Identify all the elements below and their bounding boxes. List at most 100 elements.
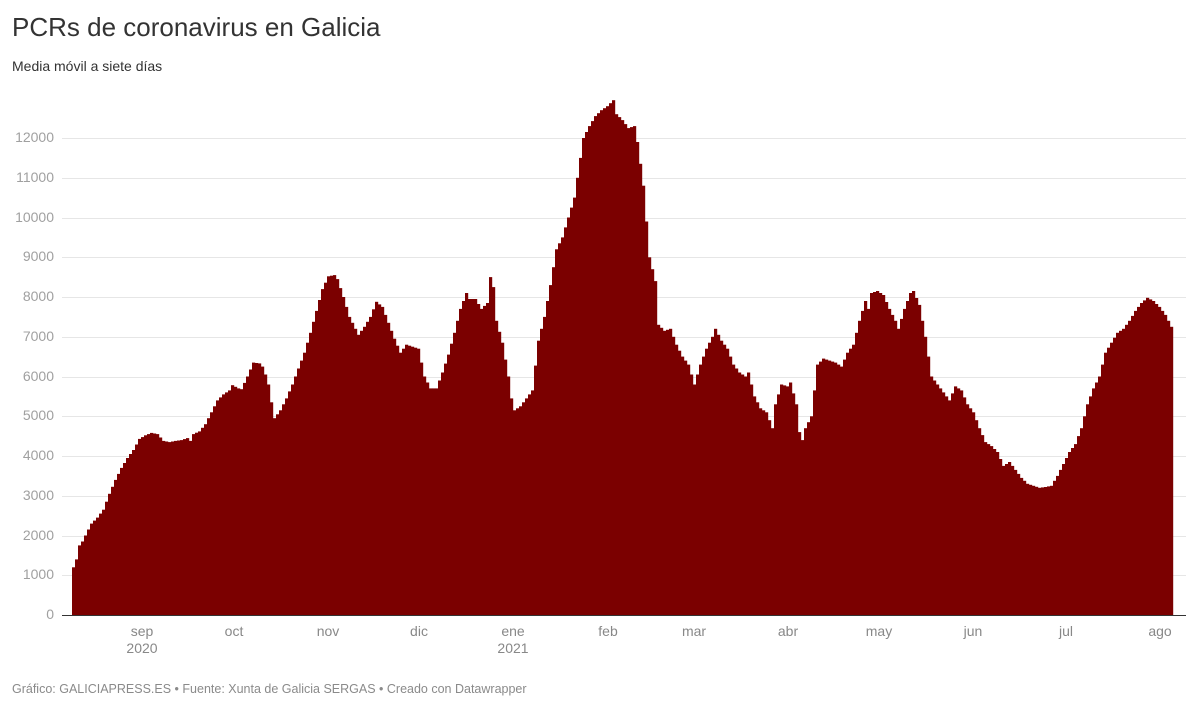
bar	[648, 257, 652, 616]
bar	[843, 359, 847, 615]
bar	[282, 404, 286, 615]
bar	[1122, 328, 1126, 615]
bar	[720, 340, 724, 615]
bar	[399, 352, 403, 615]
bar	[303, 352, 307, 615]
bar	[81, 541, 85, 615]
bar	[879, 293, 883, 615]
bar	[804, 428, 808, 615]
bar	[741, 374, 745, 615]
bar	[1125, 324, 1129, 615]
bar	[243, 382, 247, 615]
bar	[660, 327, 664, 615]
bar	[765, 412, 769, 615]
bar	[597, 113, 601, 615]
bar	[1026, 483, 1030, 615]
bar	[105, 501, 109, 615]
x-tick-year: 2021	[497, 640, 529, 656]
bar	[507, 376, 511, 615]
bar	[99, 513, 103, 615]
bar	[849, 348, 853, 615]
y-tick-label: 3000	[22, 486, 54, 503]
bar	[906, 301, 910, 615]
bar	[312, 321, 316, 615]
bar	[387, 322, 391, 615]
bar	[867, 308, 871, 615]
bar	[939, 388, 943, 615]
bar	[870, 293, 874, 615]
bar	[1146, 297, 1150, 615]
bar	[204, 424, 208, 615]
x-tick-label: jun	[943, 623, 1003, 640]
bar	[1032, 485, 1036, 615]
bar	[783, 385, 787, 615]
bar	[978, 428, 982, 615]
bar	[378, 304, 382, 615]
bar	[483, 305, 487, 615]
bar	[630, 127, 634, 615]
y-tick-label: 1000	[22, 566, 54, 583]
bar	[669, 328, 673, 615]
bar	[153, 433, 157, 615]
x-tick-month: dic	[410, 623, 428, 639]
bar	[429, 388, 433, 615]
bar	[462, 301, 466, 615]
x-tick-label: may	[849, 623, 909, 640]
chart-footer-credits: Gráfico: GALICIAPRESS.ES • Fuente: Xunta…	[12, 682, 527, 696]
bar	[1119, 330, 1123, 615]
bar	[1083, 416, 1087, 616]
x-tick-month: mar	[681, 623, 707, 639]
bar	[951, 393, 955, 615]
bar	[969, 408, 973, 615]
bar	[705, 348, 709, 615]
bar	[1095, 382, 1099, 615]
bar	[1023, 480, 1027, 615]
bar	[465, 293, 469, 615]
x-tick-month: sep	[130, 623, 154, 639]
bar	[1002, 465, 1006, 615]
bar	[1158, 306, 1162, 615]
bar	[813, 390, 817, 615]
bar	[375, 301, 379, 615]
bar	[441, 372, 445, 615]
bar	[855, 332, 859, 615]
bar	[219, 397, 223, 615]
bar	[411, 346, 415, 615]
bar	[678, 350, 682, 615]
bar	[1008, 462, 1012, 615]
bar	[297, 368, 301, 615]
bar	[576, 177, 580, 616]
bar	[927, 356, 931, 615]
y-tick-label: 10000	[15, 208, 54, 225]
bar	[801, 440, 805, 615]
bar	[516, 408, 520, 615]
bar	[165, 441, 169, 615]
bar	[993, 449, 997, 615]
bar	[309, 332, 313, 615]
bar	[291, 384, 295, 615]
bar	[135, 444, 139, 615]
x-tick-month: nov	[316, 623, 340, 639]
bar	[327, 276, 331, 615]
x-tick-label: mar	[664, 623, 724, 640]
bar	[624, 124, 628, 615]
bar	[528, 394, 532, 615]
bar	[798, 432, 802, 615]
bar	[858, 320, 862, 615]
bar	[480, 308, 484, 615]
bar	[234, 386, 238, 615]
bar	[306, 342, 310, 615]
bar	[189, 440, 193, 615]
bar	[456, 320, 460, 615]
bar	[360, 330, 364, 615]
bar	[1161, 310, 1165, 615]
bar	[759, 408, 763, 615]
bar	[732, 364, 736, 615]
bar	[570, 207, 574, 615]
bar	[249, 369, 253, 615]
bar	[192, 434, 196, 615]
bar	[366, 321, 370, 615]
x-tick-label: dic	[389, 623, 449, 640]
bar	[882, 295, 886, 615]
x-tick-month: abr	[777, 623, 799, 639]
